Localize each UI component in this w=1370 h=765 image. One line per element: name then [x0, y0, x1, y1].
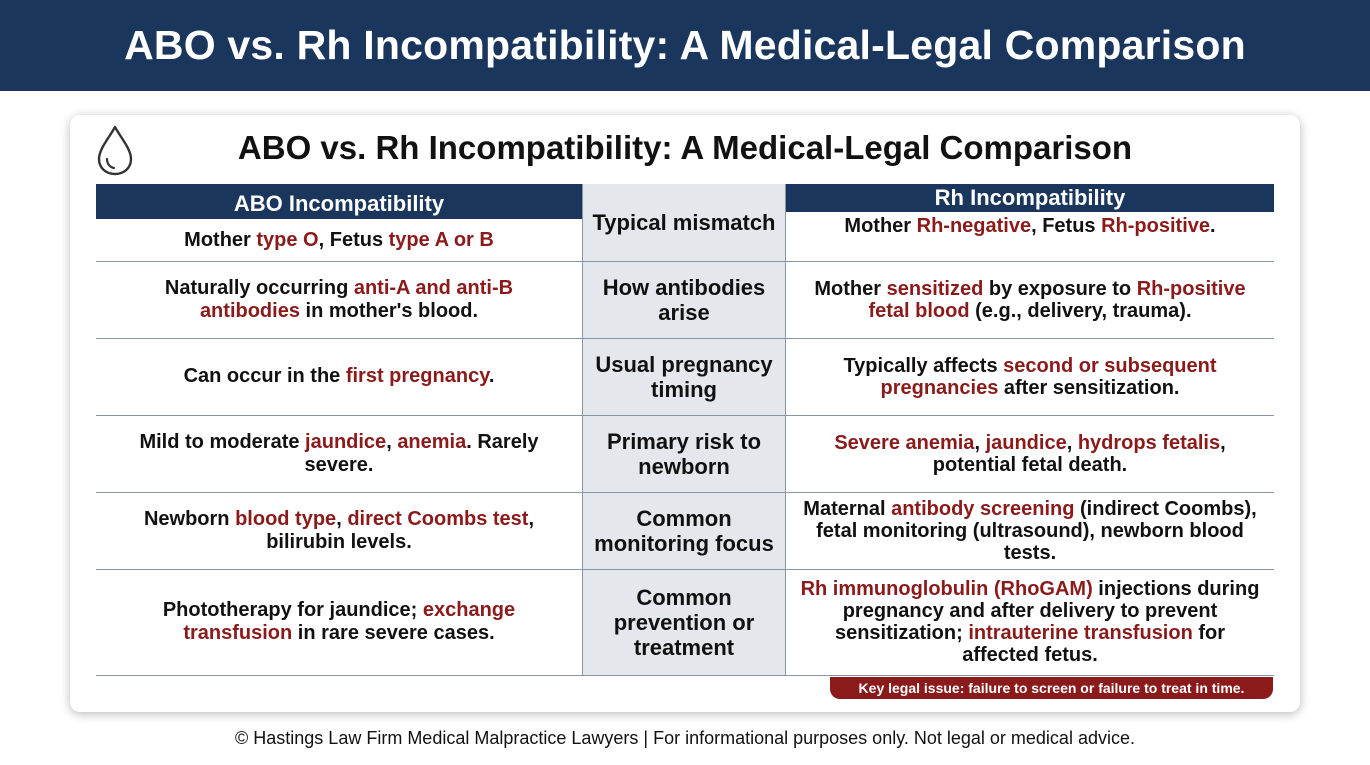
category-timing: Usual pregnancy timing [582, 338, 786, 415]
rh-cell-timing: Typically affects second or subsequent p… [786, 338, 1274, 415]
category-label: How antibodies arise [602, 274, 766, 325]
comparison-card: ABO vs. Rh Incompatibility: A Medical-Le… [70, 115, 1300, 712]
category-typical-mismatch: Typical mismatch [582, 184, 786, 261]
row-divider [96, 261, 1274, 262]
legal-issue-text: Key legal issue: failure to screen or fa… [858, 680, 1245, 696]
abo-cell-treatment: Phototherapy for jaundice; exchange tran… [96, 569, 582, 675]
category-label: Common monitoring focus [594, 505, 774, 556]
row-divider [96, 569, 1274, 570]
rh-cell-typical-mismatch: Mother Rh-negative, Fetus Rh-positive. [786, 212, 1274, 240]
cell-text: Mother Rh-negative, Fetus Rh-positive. [844, 215, 1216, 237]
cell-text: Mild to moderate jaundice, anemia. Rarel… [139, 430, 539, 476]
category-antibodies: How antibodies arise [582, 261, 786, 338]
abo-cell-risk: Mild to moderate jaundice, anemia. Rarel… [96, 415, 582, 492]
row-divider [96, 492, 1274, 493]
category-column-background [582, 184, 786, 676]
cell-text: Severe anemia, jaundice, hydrops fetalis… [834, 431, 1226, 476]
rh-cell-antibodies: Mother sensitized by exposure to Rh-posi… [786, 261, 1274, 338]
banner-title: ABO vs. Rh Incompatibility: A Medical-Le… [124, 22, 1246, 68]
rh-cell-risk: Severe anemia, jaundice, hydrops fetalis… [786, 415, 1274, 492]
rh-column-header: Rh Incompatibility [786, 184, 1274, 212]
cell-text: Maternal antibody screening (indirect Co… [803, 497, 1257, 564]
category-monitoring: Common monitoring focus [582, 492, 786, 569]
category-treatment: Common prevention or treatment [582, 569, 786, 675]
abo-cell-typical-mismatch: Mother type O, Fetus type A or B [96, 219, 582, 261]
legal-issue-banner: Key legal issue: failure to screen or fa… [830, 677, 1273, 699]
cell-text: Mother sensitized by exposure to Rh-posi… [814, 277, 1246, 322]
cell-text: Naturally occurring anti-A and anti-B an… [164, 276, 514, 322]
category-label: Typical mismatch [592, 210, 776, 235]
abo-cell-monitoring: Newborn blood type, direct Coombs test, … [96, 492, 582, 569]
category-label: Common prevention or treatment [613, 584, 755, 660]
abo-cell-timing: Can occur in the first pregnancy. [96, 338, 582, 415]
title-banner: ABO vs. Rh Incompatibility: A Medical-Le… [0, 0, 1370, 91]
footer-disclaimer: © Hastings Law Firm Medical Malpractice … [235, 728, 1135, 748]
cell-text: Rh immunoglobulin (RhoGAM) injections du… [800, 578, 1260, 666]
blood-drop-icon [97, 125, 133, 176]
card-title: ABO vs. Rh Incompatibility: A Medical-Le… [237, 129, 1133, 166]
row-divider [96, 675, 1274, 676]
abo-header-label: ABO Incompatibility [233, 191, 445, 216]
cell-text: Typically affects second or subsequent p… [843, 354, 1217, 399]
cell-text: Phototherapy for jaundice; exchange tran… [162, 599, 516, 644]
rh-header-label: Rh Incompatibility [934, 185, 1126, 210]
abo-cell-antibodies: Naturally occurring anti-A and anti-B an… [96, 261, 582, 338]
abo-column-header: ABO Incompatibility [96, 184, 582, 219]
cell-text: Can occur in the first pregnancy. [183, 365, 495, 387]
comparison-table: ABO Incompatibility Rh Incompatibility M… [96, 184, 1274, 676]
cell-text: Newborn blood type, direct Coombs test, … [143, 507, 535, 553]
rh-cell-treatment: Rh immunoglobulin (RhoGAM) injections du… [786, 569, 1274, 675]
category-label: Usual pregnancy timing [595, 351, 773, 402]
row-divider [96, 338, 1274, 339]
category-risk: Primary risk to newborn [582, 415, 786, 492]
row-divider [96, 415, 1274, 416]
cell-text: Mother type O, Fetus type A or B [184, 228, 494, 251]
category-label: Primary risk to newborn [606, 428, 762, 479]
rh-cell-monitoring: Maternal antibody screening (indirect Co… [786, 492, 1274, 569]
